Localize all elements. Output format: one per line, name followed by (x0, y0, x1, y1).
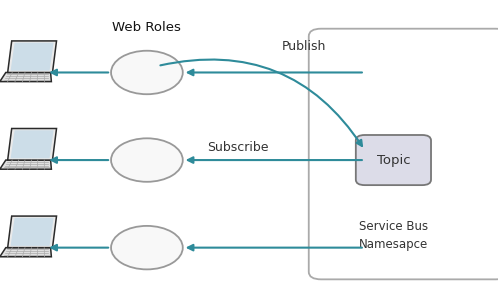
Text: Topic: Topic (376, 153, 410, 167)
Polygon shape (10, 43, 54, 71)
Polygon shape (7, 129, 57, 160)
Polygon shape (7, 41, 57, 72)
Polygon shape (10, 130, 54, 158)
Polygon shape (10, 218, 54, 246)
Text: Web Roles: Web Roles (113, 21, 181, 34)
Polygon shape (0, 248, 51, 257)
Text: Publish: Publish (281, 40, 326, 53)
Text: Subscribe: Subscribe (207, 141, 268, 155)
FancyBboxPatch shape (309, 29, 498, 279)
Polygon shape (0, 160, 51, 169)
Polygon shape (7, 216, 57, 248)
FancyBboxPatch shape (356, 135, 431, 185)
Circle shape (111, 51, 183, 94)
Text: Service Bus
Namesapce: Service Bus Namesapce (359, 220, 428, 251)
Circle shape (111, 138, 183, 182)
Polygon shape (0, 72, 51, 82)
Circle shape (111, 226, 183, 269)
